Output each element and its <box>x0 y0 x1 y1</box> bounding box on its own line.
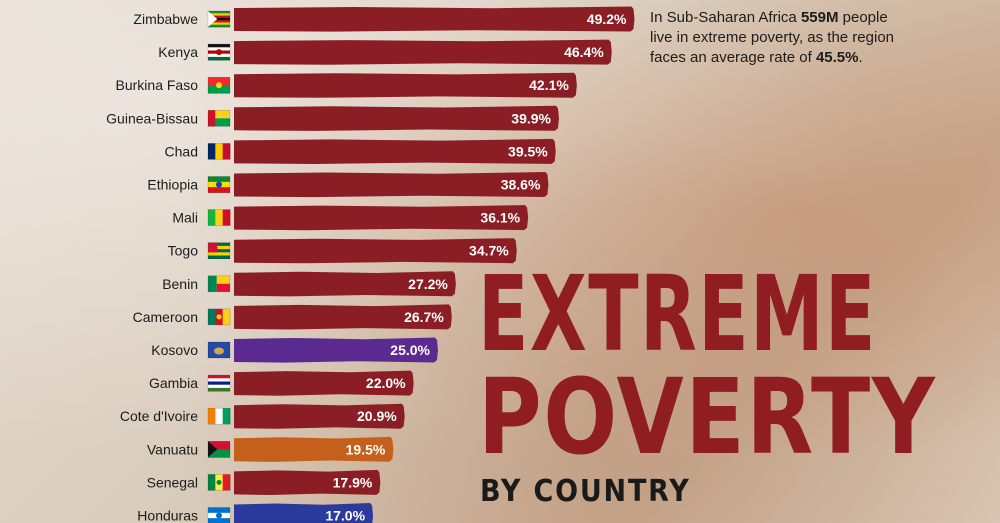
annotation-text-part: In Sub-Saharan Africa <box>650 9 801 26</box>
bar <box>234 370 414 396</box>
flag-icon <box>207 176 231 193</box>
flag-icon <box>207 308 231 326</box>
category-label: Honduras <box>137 508 198 523</box>
category-label: Kenya <box>158 44 198 60</box>
flag-icon <box>207 275 231 293</box>
bar <box>234 238 517 264</box>
flag-icon <box>207 110 231 127</box>
flag-icon <box>207 242 231 259</box>
bar <box>234 436 394 462</box>
flag-icon <box>207 10 231 28</box>
bar <box>234 39 612 65</box>
value-label: 46.4% <box>564 44 604 60</box>
category-label: Zimbabwe <box>133 11 198 27</box>
value-label: 38.6% <box>501 177 541 193</box>
value-label: 17.9% <box>333 474 373 490</box>
category-label: Benin <box>162 276 198 292</box>
value-label: 27.2% <box>408 276 448 292</box>
annotation-highlight-rate: 45.5% <box>815 49 859 66</box>
bar <box>234 403 405 429</box>
annotation-text-part: people live in extreme poverty, as the r… <box>650 9 895 66</box>
annotation-text: In Sub-Saharan Africa 559M people live i… <box>650 8 900 68</box>
bar <box>234 138 556 164</box>
bar <box>234 469 381 495</box>
category-label: Cameroon <box>133 309 198 325</box>
chart-title-line-1: EXTREME <box>478 253 877 375</box>
value-label: 42.1% <box>529 77 569 93</box>
value-label: 17.0% <box>325 508 365 523</box>
flag-icon <box>207 143 231 160</box>
flag-icon <box>207 374 231 392</box>
value-label: 20.9% <box>357 408 397 424</box>
category-label: Mali <box>172 210 198 226</box>
bar <box>234 503 374 523</box>
value-label: 25.0% <box>390 342 430 358</box>
category-label: Kosovo <box>151 342 198 358</box>
value-label: 34.7% <box>469 243 509 259</box>
value-label: 49.2% <box>587 11 627 27</box>
category-label: Chad <box>165 143 198 159</box>
category-label: Vanuatu <box>147 441 198 457</box>
value-label: 39.5% <box>508 143 548 159</box>
flag-icon <box>207 209 231 226</box>
category-label: Senegal <box>147 474 198 490</box>
category-label: Togo <box>168 243 199 259</box>
bar <box>234 271 456 297</box>
value-label: 22.0% <box>366 375 406 391</box>
flag-icon <box>207 507 231 523</box>
bar <box>234 205 529 231</box>
bar <box>234 105 559 131</box>
annotation-text-part: . <box>858 49 863 66</box>
flag-icon <box>207 43 231 61</box>
bar <box>234 304 452 330</box>
category-label: Gambia <box>149 375 198 391</box>
bar <box>234 6 635 32</box>
bar <box>234 172 549 198</box>
flag-icon <box>207 407 231 425</box>
category-label: Guinea-Bissau <box>106 110 198 126</box>
flag-icon <box>207 76 231 94</box>
value-label: 39.9% <box>511 110 551 126</box>
value-label: 26.7% <box>404 309 444 325</box>
category-label: Cote d'Ivoire <box>120 408 198 424</box>
value-label: 36.1% <box>480 210 520 226</box>
annotation-highlight-population: 559M <box>800 9 839 26</box>
chart-subtitle: BY COUNTRY <box>480 474 691 509</box>
value-label: 19.5% <box>346 441 386 457</box>
flag-icon <box>207 474 231 491</box>
flag-icon <box>207 341 231 359</box>
chart-title-line-2: POVERTY <box>478 356 937 478</box>
flag-icon <box>207 440 231 458</box>
bar <box>234 337 438 363</box>
category-label: Ethiopia <box>147 177 198 193</box>
category-label: Burkina Faso <box>116 77 199 93</box>
bar <box>234 72 577 98</box>
